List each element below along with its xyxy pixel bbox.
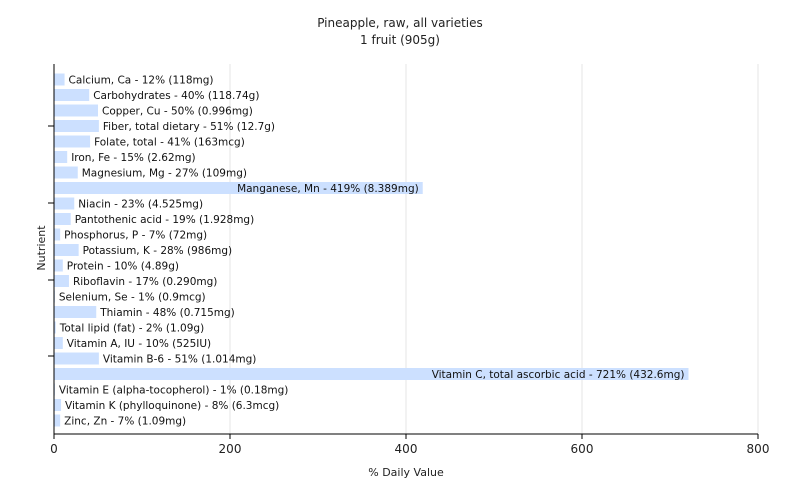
bar bbox=[54, 368, 689, 380]
bar-label: Vitamin K (phylloquinone) - 8% (6.3mcg) bbox=[65, 400, 279, 412]
bar-label: Folate, total - 41% (163mcg) bbox=[94, 137, 245, 149]
bar bbox=[54, 399, 62, 411]
bar-label: Niacin - 23% (4.525mg) bbox=[78, 199, 203, 211]
x-tick-label: 0 bbox=[50, 442, 58, 456]
bar-label: Phosphorus, P - 7% (72mg) bbox=[64, 230, 207, 242]
bar bbox=[54, 166, 78, 179]
bar-label: Calcium, Ca - 12% (118mg) bbox=[69, 75, 214, 87]
bar-label: Total lipid (fat) - 2% (1.09g) bbox=[59, 323, 204, 335]
bar-label: Fiber, total dietary - 51% (12.7g) bbox=[103, 121, 275, 133]
bar bbox=[54, 306, 97, 318]
bar bbox=[54, 213, 71, 225]
bar bbox=[54, 73, 65, 86]
bar bbox=[54, 104, 98, 117]
chart-title: Pineapple, raw, all varieties bbox=[317, 16, 483, 30]
bar-series bbox=[54, 73, 689, 427]
bar-label: Vitamin C, total ascorbic acid - 721% (4… bbox=[432, 369, 685, 381]
bar bbox=[54, 352, 99, 365]
bar-label: Pantothenic acid - 19% (1.928mg) bbox=[75, 214, 254, 226]
bar-label: Magnesium, Mg - 27% (109mg) bbox=[82, 168, 247, 180]
bar bbox=[54, 135, 91, 148]
bar bbox=[54, 414, 61, 427]
bar-label: Zinc, Zn - 7% (1.09mg) bbox=[64, 416, 186, 428]
x-tick-label: 800 bbox=[747, 442, 770, 456]
bar bbox=[54, 120, 99, 132]
bar bbox=[54, 337, 63, 349]
bar bbox=[54, 197, 75, 210]
y-axis-title: Nutrient bbox=[35, 225, 48, 271]
x-tick-label: 200 bbox=[219, 442, 242, 456]
bar bbox=[54, 151, 68, 163]
bar-label: Vitamin E (alpha-tocopherol) - 1% (0.18m… bbox=[59, 385, 289, 397]
bar-label: Selenium, Se - 1% (0.9mcg) bbox=[59, 292, 206, 304]
x-axis-ticks: 0 200 400 600 800 bbox=[50, 434, 769, 456]
bar-label: Vitamin A, IU - 10% (525IU) bbox=[67, 338, 211, 350]
bar-label: Copper, Cu - 50% (0.996mg) bbox=[102, 106, 253, 118]
bar bbox=[54, 321, 56, 334]
chart-subtitle: 1 fruit (905g) bbox=[360, 33, 440, 47]
x-axis-title: % Daily Value bbox=[368, 466, 444, 479]
bar-label: Carbohydrates - 40% (118.74g) bbox=[93, 90, 259, 102]
bar bbox=[54, 228, 61, 241]
bar-labels: Calcium, Ca - 12% (118mg) Carbohydrates -… bbox=[59, 75, 685, 428]
bar-label: Thiamin - 48% (0.715mg) bbox=[99, 307, 235, 319]
bar-label: Iron, Fe - 15% (2.62mg) bbox=[71, 152, 195, 164]
bar bbox=[54, 259, 63, 272]
bar-label: Protein - 10% (4.89g) bbox=[67, 261, 179, 273]
bar-label: Potassium, K - 28% (986mg) bbox=[83, 245, 233, 257]
x-tick-label: 400 bbox=[395, 442, 418, 456]
bar-label: Vitamin B-6 - 51% (1.014mg) bbox=[103, 354, 257, 366]
bar bbox=[54, 182, 423, 194]
bar-label: Manganese, Mn - 419% (8.389mg) bbox=[237, 183, 419, 195]
x-tick-label: 600 bbox=[571, 442, 594, 456]
bar bbox=[54, 275, 69, 287]
bar bbox=[54, 89, 90, 101]
bar bbox=[54, 244, 79, 256]
bar-label: Riboflavin - 17% (0.290mg) bbox=[73, 276, 217, 288]
